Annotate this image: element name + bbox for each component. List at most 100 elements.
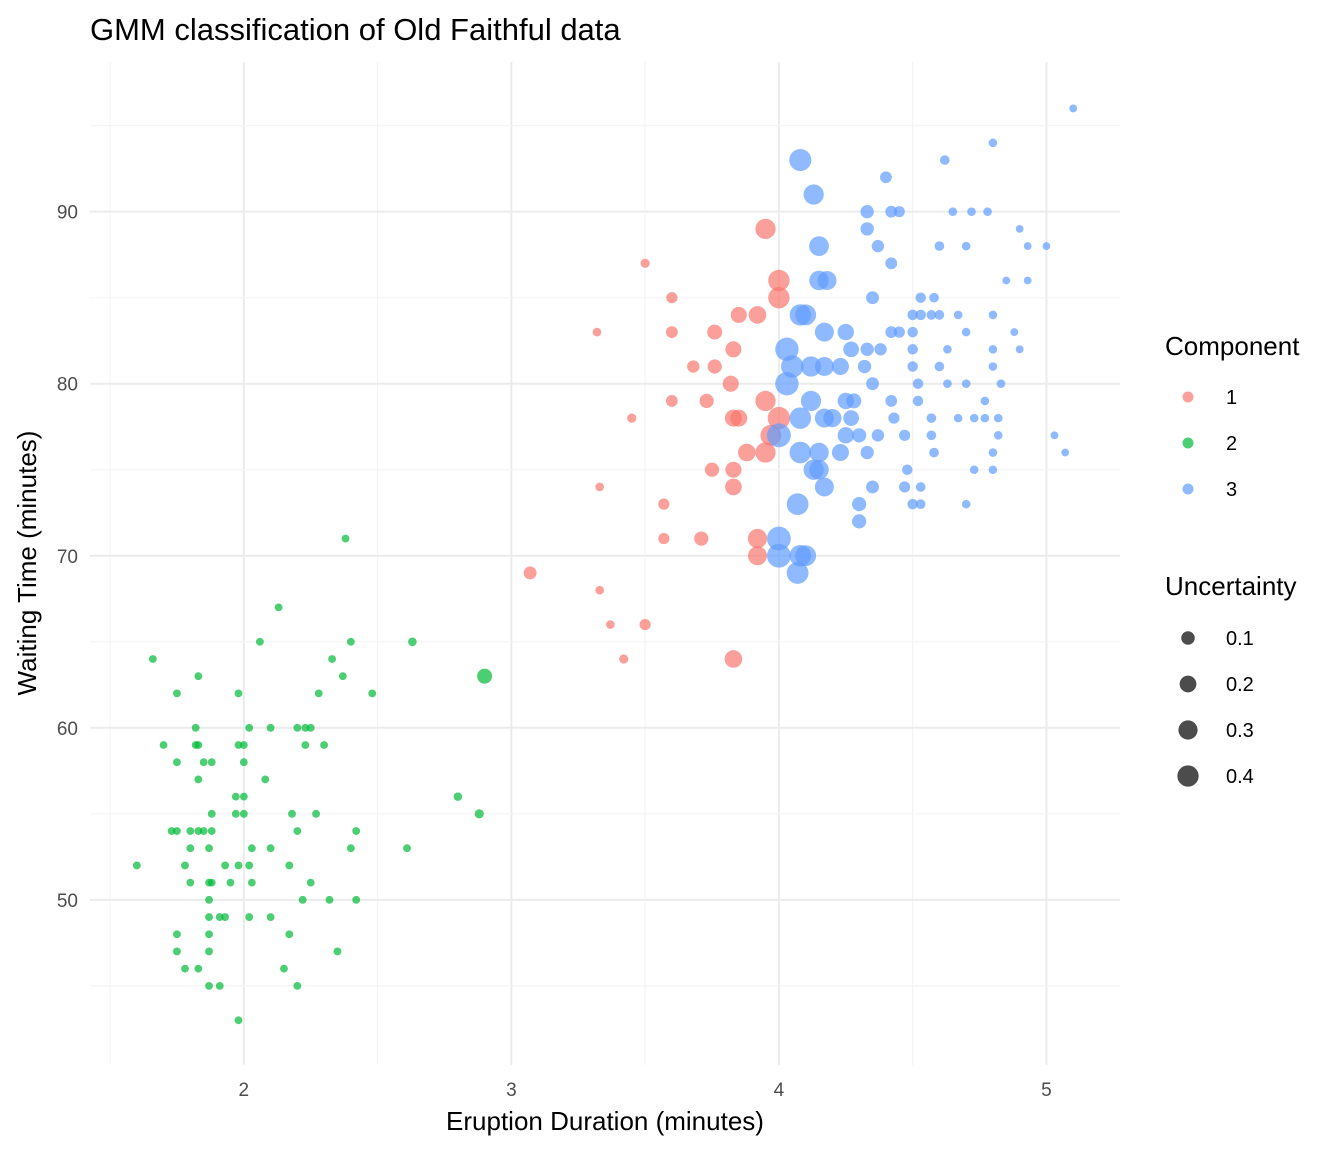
legend-label-uncertainty: 0.3 — [1226, 720, 1254, 742]
data-point-component-1 — [730, 409, 748, 427]
data-point-component-2 — [231, 792, 240, 801]
data-point-component-2 — [453, 792, 463, 801]
legend-label-component: 2 — [1226, 433, 1237, 455]
data-point-component-1 — [523, 566, 537, 580]
data-point-component-1 — [595, 482, 604, 492]
data-point-component-3 — [1023, 242, 1032, 251]
data-point-component-3 — [988, 310, 998, 320]
data-point-component-2 — [173, 827, 181, 835]
data-point-component-2 — [173, 947, 181, 956]
data-point-component-3 — [943, 345, 952, 354]
data-point-component-3 — [800, 356, 822, 377]
data-point-component-3 — [934, 241, 945, 251]
data-point-component-2 — [261, 775, 270, 784]
data-point-component-3 — [899, 429, 911, 441]
data-point-component-3 — [823, 409, 842, 428]
data-point-component-3 — [809, 236, 829, 256]
data-point-component-2 — [247, 878, 256, 887]
data-point-component-1 — [730, 306, 747, 323]
data-point-component-3 — [857, 359, 872, 374]
data-point-component-2 — [234, 861, 243, 870]
data-point-component-3 — [803, 184, 824, 205]
data-point-component-3 — [993, 431, 1003, 440]
data-point-component-2 — [207, 809, 216, 818]
chart-title: GMM classification of Old Faithful data — [90, 12, 621, 47]
data-point-component-3 — [1010, 328, 1019, 337]
data-point-component-3 — [789, 441, 812, 464]
data-point-component-3 — [907, 344, 918, 355]
y-tick-label: 60 — [57, 719, 78, 740]
data-point-component-1 — [707, 359, 722, 374]
data-point-component-3 — [860, 204, 874, 219]
data-point-component-1 — [694, 531, 709, 546]
legend-key-component-1 — [1182, 391, 1194, 403]
data-point-component-2 — [301, 741, 310, 749]
data-point-component-3 — [996, 379, 1006, 389]
data-point-component-3 — [846, 393, 862, 409]
data-point-component-3 — [852, 514, 867, 529]
data-point-component-1 — [725, 461, 742, 478]
data-point-component-3 — [907, 498, 918, 510]
data-point-component-3 — [1015, 345, 1024, 354]
data-point-component-2 — [181, 861, 189, 870]
data-point-component-3 — [860, 222, 874, 236]
legend-key-uncertainty — [1178, 720, 1198, 740]
data-point-component-1 — [737, 443, 756, 462]
legend-component-title: Component — [1165, 331, 1300, 361]
data-point-component-3 — [907, 326, 918, 338]
data-point-component-3 — [871, 429, 885, 442]
data-point-component-2 — [199, 827, 208, 835]
data-point-component-3 — [961, 499, 971, 509]
points — [132, 104, 1078, 1025]
data-point-component-1 — [665, 326, 678, 339]
data-point-component-3 — [1061, 448, 1070, 457]
data-point-component-3 — [852, 428, 867, 443]
data-point-component-2 — [205, 844, 213, 853]
data-point-component-2 — [239, 809, 248, 818]
data-point-component-2 — [325, 895, 334, 904]
data-point-component-2 — [255, 637, 264, 646]
data-point-component-1 — [595, 585, 604, 595]
x-tick-label: 3 — [506, 1080, 517, 1101]
data-point-component-2 — [266, 723, 275, 732]
data-point-component-1 — [768, 269, 790, 292]
data-point-component-2 — [199, 758, 208, 767]
x-tick-label: 2 — [239, 1080, 250, 1101]
data-point-component-3 — [1023, 276, 1032, 285]
data-point-component-3 — [929, 292, 939, 303]
data-point-component-2 — [159, 741, 168, 749]
data-point-component-1 — [687, 360, 700, 373]
y-tick-label: 90 — [57, 203, 78, 224]
data-point-component-2 — [280, 964, 288, 973]
data-point-component-1 — [755, 218, 776, 240]
data-point-component-3 — [1015, 224, 1024, 233]
data-point-component-2 — [207, 827, 216, 835]
data-point-component-2 — [234, 1016, 243, 1025]
data-point-component-3 — [885, 395, 898, 407]
data-point-component-3 — [789, 407, 812, 429]
data-point-component-3 — [874, 343, 887, 356]
data-point-component-2 — [333, 947, 342, 956]
data-point-component-3 — [775, 337, 799, 362]
data-point-component-1 — [619, 654, 629, 664]
data-point-component-3 — [809, 459, 829, 480]
legend-label-component: 1 — [1226, 387, 1237, 409]
data-point-component-2 — [239, 792, 248, 801]
data-point-component-3 — [837, 323, 854, 341]
data-point-component-3 — [934, 310, 945, 320]
data-point-component-1 — [747, 528, 768, 549]
data-point-component-3 — [988, 362, 998, 371]
data-point-component-2 — [477, 668, 493, 684]
data-point-component-3 — [766, 526, 791, 551]
data-point-component-3 — [885, 257, 898, 270]
data-point-component-3 — [843, 410, 859, 426]
data-point-component-2 — [352, 895, 361, 904]
data-point-component-2 — [221, 913, 230, 921]
data-point-component-3 — [866, 480, 879, 494]
data-point-component-2 — [285, 930, 294, 939]
data-point-component-2 — [215, 981, 224, 990]
legend-key-component-3 — [1182, 483, 1194, 495]
data-point-component-3 — [948, 207, 958, 216]
legend-label-uncertainty: 0.4 — [1226, 766, 1254, 788]
data-point-component-3 — [1002, 276, 1011, 285]
